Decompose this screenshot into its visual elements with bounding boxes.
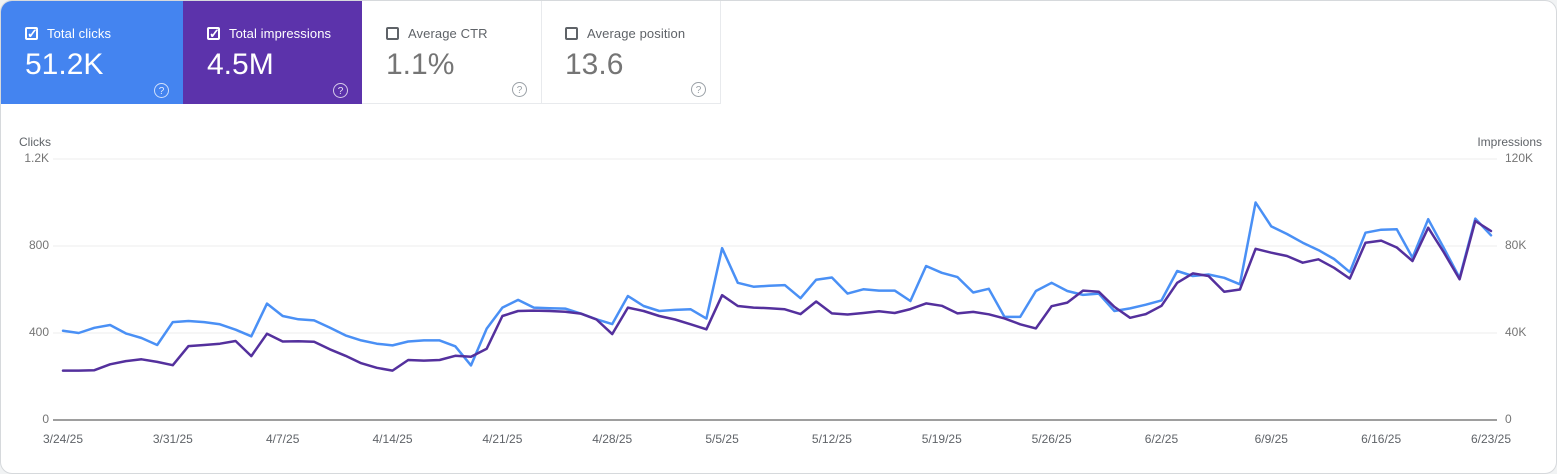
- y-axis-tick-label: 0: [1505, 412, 1512, 426]
- help-icon[interactable]: [512, 82, 527, 97]
- right-axis-title: Impressions: [1477, 135, 1542, 149]
- help-icon[interactable]: [691, 82, 706, 97]
- y-axis-tick-label: 1.2K: [24, 151, 49, 165]
- help-icon[interactable]: [154, 83, 169, 98]
- x-axis-tick-label: 6/9/25: [1254, 432, 1288, 446]
- left-axis-title: Clicks: [19, 135, 51, 149]
- metric-card-average-position[interactable]: ✓ Average position 13.6: [541, 1, 720, 104]
- y-axis-tick-label: 400: [28, 325, 49, 339]
- x-axis-tick-label: 5/5/25: [705, 432, 739, 446]
- x-axis-tick-label: 6/2/25: [1144, 432, 1179, 446]
- total-clicks-checkbox[interactable]: ✓: [25, 26, 38, 41]
- total-impressions-label: Total impressions: [229, 26, 332, 41]
- metric-card-total-impressions[interactable]: ✓ Total impressions 4.5M: [183, 1, 362, 104]
- total-impressions-value: 4.5M: [207, 48, 274, 81]
- total-clicks-value: 51.2K: [25, 48, 104, 81]
- x-axis-tick-label: 5/26/25: [1031, 432, 1072, 446]
- impressions-line: [61, 219, 1493, 372]
- average-position-checkbox[interactable]: ✓: [565, 27, 578, 40]
- x-axis-tick-label: 5/12/25: [811, 432, 852, 446]
- y-axis-tick-label: 40K: [1505, 325, 1527, 339]
- y-axis-tick-label: 0: [42, 412, 49, 426]
- card-divider: [720, 1, 721, 104]
- x-axis-tick-label: 4/21/25: [482, 432, 523, 446]
- help-icon[interactable]: [333, 83, 348, 98]
- x-axis-tick-label: 6/16/25: [1361, 432, 1402, 446]
- x-axis-tick-label: 4/7/25: [266, 432, 300, 446]
- metric-card-total-clicks[interactable]: ✓ Total clicks 51.2K: [1, 1, 183, 104]
- checkmark-icon: ✓: [209, 26, 220, 41]
- x-axis-tick-label: 4/14/25: [372, 432, 413, 446]
- total-clicks-label: Total clicks: [47, 26, 112, 41]
- y-axis-tick-label: 120K: [1505, 151, 1534, 165]
- x-axis-tick-label: 6/23/25: [1470, 432, 1512, 446]
- average-position-value: 13.6: [565, 48, 624, 81]
- y-axis-tick-label: 800: [28, 238, 49, 252]
- card-divider: [541, 1, 542, 104]
- checkmark-icon: ✓: [27, 26, 38, 41]
- x-axis-tick-label: 4/28/25: [592, 432, 633, 446]
- average-ctr-value: 1.1%: [386, 48, 455, 81]
- average-position-label: Average position: [587, 26, 686, 41]
- x-axis-tick-label: 3/24/25: [42, 432, 84, 446]
- x-axis-tick-label: 5/19/25: [921, 432, 962, 446]
- average-ctr-label: Average CTR: [408, 26, 488, 41]
- x-axis-tick-label: 3/31/25: [152, 432, 193, 446]
- total-impressions-checkbox[interactable]: ✓: [207, 26, 220, 41]
- clicks-line: [61, 201, 1493, 367]
- metric-card-average-ctr[interactable]: ✓ Average CTR 1.1%: [362, 1, 541, 104]
- average-ctr-checkbox[interactable]: ✓: [386, 27, 399, 40]
- y-axis-tick-label: 80K: [1505, 238, 1527, 252]
- metric-cards-row: ✓ Total clicks 51.2K ✓ Total impressions…: [1, 1, 1556, 104]
